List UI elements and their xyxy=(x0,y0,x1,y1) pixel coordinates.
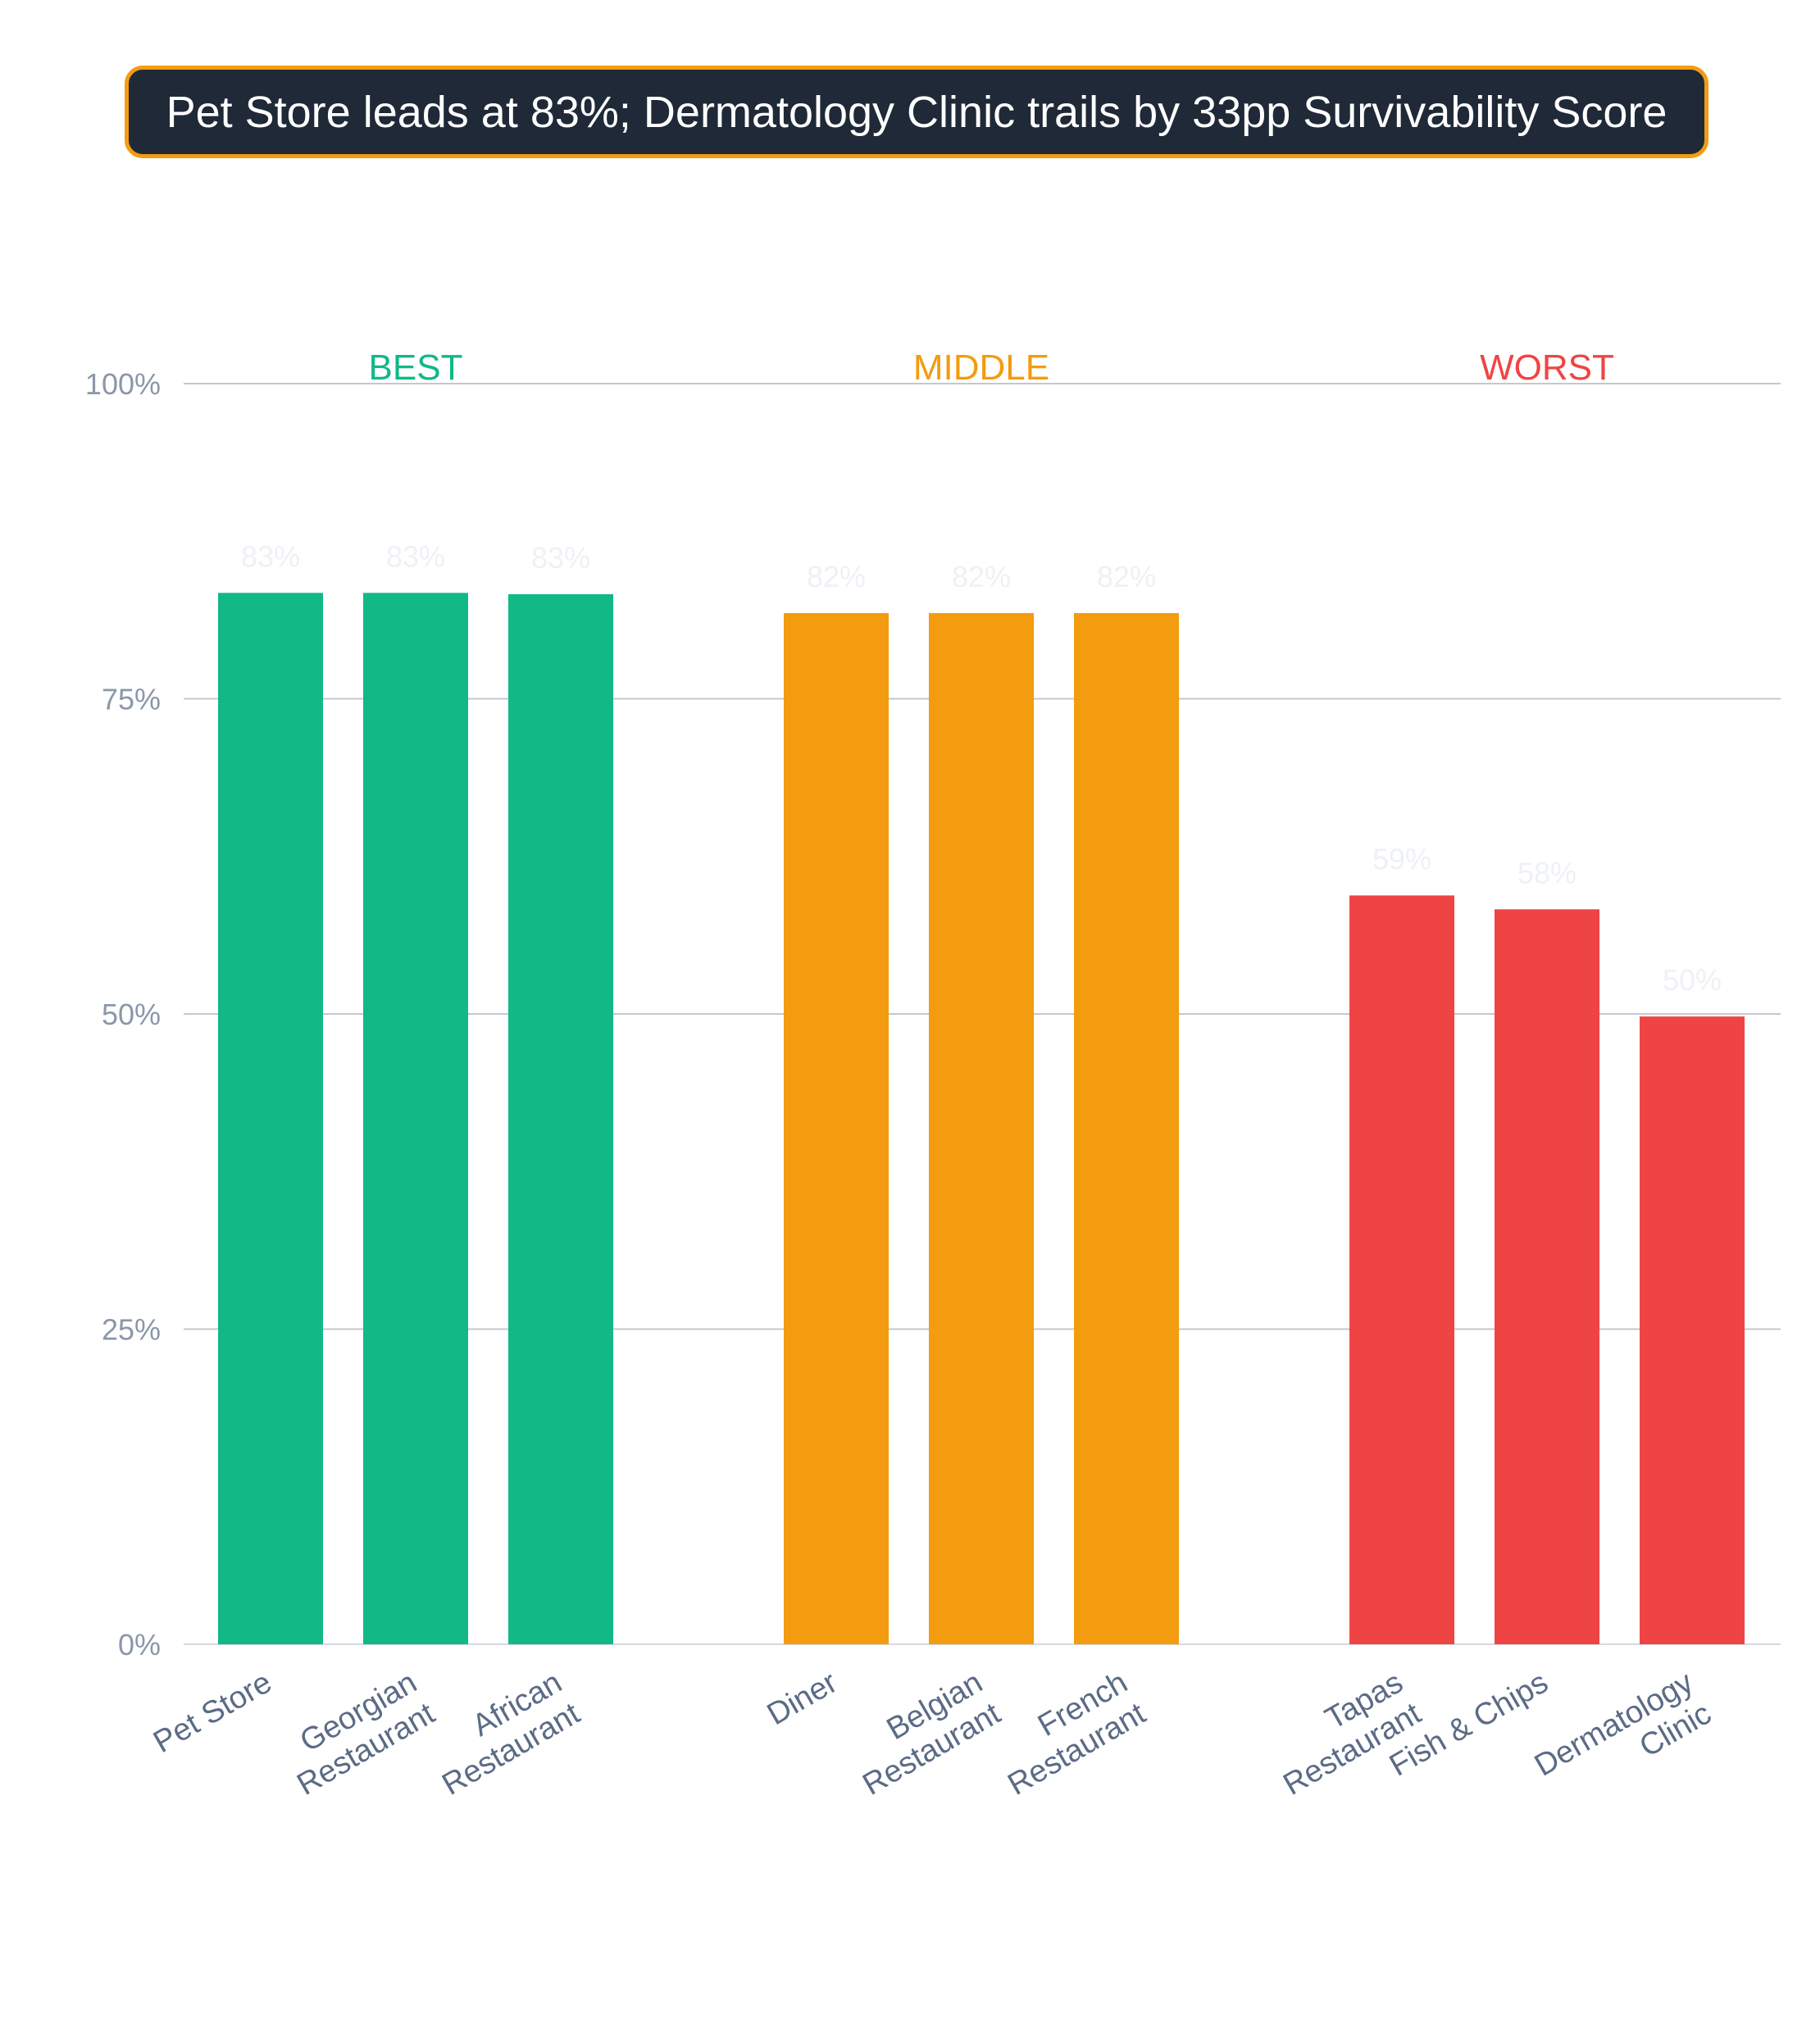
category-label-line: Diner xyxy=(762,1665,844,1732)
group-label: BEST xyxy=(369,348,463,388)
y-tick-label: 75% xyxy=(102,683,161,716)
category-label: AfricanRestaurant xyxy=(419,1665,586,1802)
bar xyxy=(1074,612,1179,1644)
bar-value-label: 82% xyxy=(1097,560,1156,593)
bar-value-label: 50% xyxy=(1663,963,1722,997)
bar-value-label: 82% xyxy=(952,560,1011,593)
bar xyxy=(1640,1016,1745,1644)
bar xyxy=(1495,909,1599,1644)
bar xyxy=(1349,895,1454,1644)
bar xyxy=(363,593,468,1644)
bar-value-label: 58% xyxy=(1517,856,1577,889)
chart-title-box: Pet Store leads at 83%; Dermatology Clin… xyxy=(125,66,1709,158)
bar-value-label: 82% xyxy=(807,560,866,593)
bar xyxy=(784,612,889,1644)
bar-value-label: 83% xyxy=(531,541,590,575)
y-tick-label: 25% xyxy=(102,1313,161,1347)
category-label: DermatologyClinic xyxy=(1529,1665,1718,1814)
y-tick-label: 100% xyxy=(85,367,161,401)
bar-value-label: 83% xyxy=(241,539,300,573)
bar xyxy=(929,612,1034,1644)
y-tick-label: 50% xyxy=(102,998,161,1031)
category-label: BelgianRestaurant xyxy=(839,1665,1007,1802)
category-label: Diner xyxy=(762,1665,844,1732)
category-label-line: Pet Store xyxy=(148,1665,277,1760)
category-label: GeorgianRestaurant xyxy=(274,1665,441,1802)
bar xyxy=(508,593,613,1645)
group-label: MIDDLE xyxy=(913,348,1049,388)
y-tick-label: 0% xyxy=(118,1628,161,1661)
bar xyxy=(218,593,323,1644)
bar-value-label: 83% xyxy=(386,539,445,573)
category-label: FrenchRestaurant xyxy=(985,1665,1152,1802)
chart-title: Pet Store leads at 83%; Dermatology Clin… xyxy=(166,87,1668,137)
category-label: Pet Store xyxy=(148,1665,277,1760)
group-label: WORST xyxy=(1480,348,1614,388)
bar-value-label: 59% xyxy=(1372,842,1431,875)
